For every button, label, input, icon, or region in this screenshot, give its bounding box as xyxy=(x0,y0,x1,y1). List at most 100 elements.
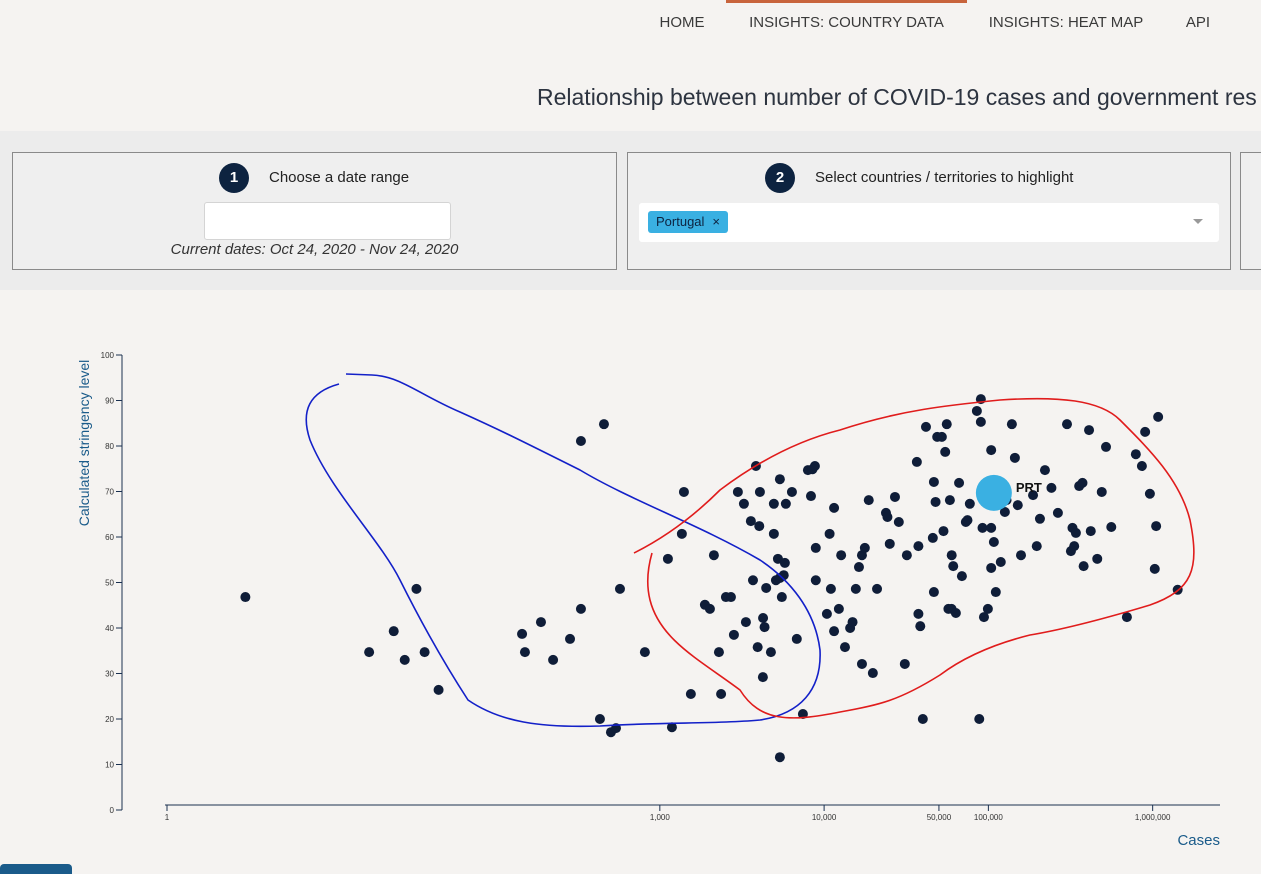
scatter-point xyxy=(913,541,924,552)
step-badge: 2 xyxy=(765,163,795,193)
date-panel: 1 Choose a date range Current dates: Oct… xyxy=(12,152,617,270)
chip-remove[interactable]: × xyxy=(712,214,721,229)
scatter-point xyxy=(863,495,874,506)
nav-link[interactable]: HOME xyxy=(659,14,705,31)
scatter-point xyxy=(986,445,997,456)
scatter-point xyxy=(519,647,530,658)
scatter-point xyxy=(1012,500,1023,511)
scatter-point xyxy=(833,603,844,614)
scatter-point xyxy=(1140,426,1151,437)
scatter-point xyxy=(917,714,928,724)
scatter-point xyxy=(1151,521,1162,532)
page-title: Relationship between number of COVID-19 … xyxy=(537,84,1257,110)
scatter-point xyxy=(975,416,986,427)
scatter-point xyxy=(740,617,751,628)
scatter-point xyxy=(713,647,724,658)
highlight-label: PRT xyxy=(1016,480,1042,495)
y-tick-label: 90 xyxy=(105,397,114,406)
scatter-point xyxy=(927,532,938,543)
scatter-point xyxy=(598,419,609,430)
y-tick-label: 70 xyxy=(105,488,114,497)
scatter-point xyxy=(704,603,715,614)
y-tick-label: 60 xyxy=(105,533,114,542)
scatter-point xyxy=(977,522,988,533)
scatter-point xyxy=(716,688,727,699)
scatter-point xyxy=(1046,482,1057,493)
country-chip[interactable]: Portugal × xyxy=(648,211,729,233)
scatter-point xyxy=(614,583,625,594)
scatter-point xyxy=(915,621,926,632)
scatter-point xyxy=(517,628,528,639)
scatter-point xyxy=(399,654,410,665)
scatter-point xyxy=(738,498,749,509)
scatter-point xyxy=(419,647,430,658)
x-tick-label: 1,000 xyxy=(650,813,671,822)
y-tick-label: 0 xyxy=(110,806,115,815)
nav-link[interactable]: INSIGHTS: HEAT MAP xyxy=(988,14,1144,31)
scatter-point xyxy=(995,557,1006,568)
x-tick-label: 10,000 xyxy=(812,813,837,822)
scatter-point xyxy=(1121,612,1132,623)
scatter-point xyxy=(1136,461,1147,472)
scatter-point xyxy=(1006,419,1017,430)
scatter-point xyxy=(747,575,758,586)
dropdown-caret[interactable] xyxy=(1192,218,1204,226)
scatter-point xyxy=(685,688,696,699)
scatter-point xyxy=(941,419,952,430)
country-select[interactable]: Portugal × xyxy=(639,203,1219,242)
annotation-outline xyxy=(633,397,1195,719)
y-tick-label: 80 xyxy=(105,442,114,451)
scatter-point xyxy=(433,684,444,695)
scatter-point xyxy=(974,714,985,724)
scatter-point xyxy=(859,542,870,553)
scatter-point xyxy=(1039,465,1050,476)
scatter-point xyxy=(986,522,997,533)
scatter-point xyxy=(882,511,893,522)
annotation-outline xyxy=(305,373,821,728)
x-tick-label: 1 xyxy=(165,813,170,822)
scatter-point xyxy=(836,550,847,561)
nav-link[interactable]: INSIGHTS: COUNTRY DATA xyxy=(726,0,967,49)
scatter-point xyxy=(752,642,763,653)
scatter-point xyxy=(988,537,999,548)
scatter-point xyxy=(990,587,1001,598)
scatter-point xyxy=(754,521,765,532)
scatter-point xyxy=(1070,527,1081,538)
scatter-point xyxy=(913,608,924,619)
feedback-button[interactable] xyxy=(0,864,72,874)
scatter-point xyxy=(1077,477,1088,488)
scatter-point xyxy=(1130,449,1141,460)
scatter-point xyxy=(1078,561,1089,572)
scatter-point xyxy=(779,557,790,568)
scatter-point xyxy=(759,622,770,633)
scatter-point xyxy=(809,461,820,472)
scatter-point xyxy=(575,435,586,446)
y-tick-label: 10 xyxy=(105,761,114,770)
scatter-point xyxy=(1016,550,1027,561)
scatter-point xyxy=(1028,490,1039,501)
scatter-point xyxy=(1031,541,1042,552)
panel-label: Select countries / territories to highli… xyxy=(815,169,1074,186)
scatter-point xyxy=(930,496,941,507)
scatter-point xyxy=(920,421,931,432)
scatter-point xyxy=(964,498,975,509)
scatter-point xyxy=(928,587,939,598)
scatter-point xyxy=(1153,411,1164,422)
scatter-point xyxy=(829,502,840,513)
y-tick-label: 40 xyxy=(105,624,114,633)
nav-link[interactable]: API xyxy=(1185,14,1211,31)
scatter-point xyxy=(884,538,895,549)
scatter-point xyxy=(872,583,883,594)
x-tick-label: 50,000 xyxy=(927,813,952,822)
scatter-point xyxy=(962,515,973,526)
scatter-point xyxy=(676,528,687,539)
scatter-point xyxy=(768,528,779,539)
scatter-point xyxy=(805,491,816,502)
scatter-point xyxy=(639,647,650,658)
x-axis-label: Cases xyxy=(1177,832,1220,849)
scatter-point xyxy=(856,658,867,669)
scatter-point xyxy=(364,647,375,658)
scatter-point xyxy=(765,647,776,658)
date-input[interactable] xyxy=(204,202,451,240)
